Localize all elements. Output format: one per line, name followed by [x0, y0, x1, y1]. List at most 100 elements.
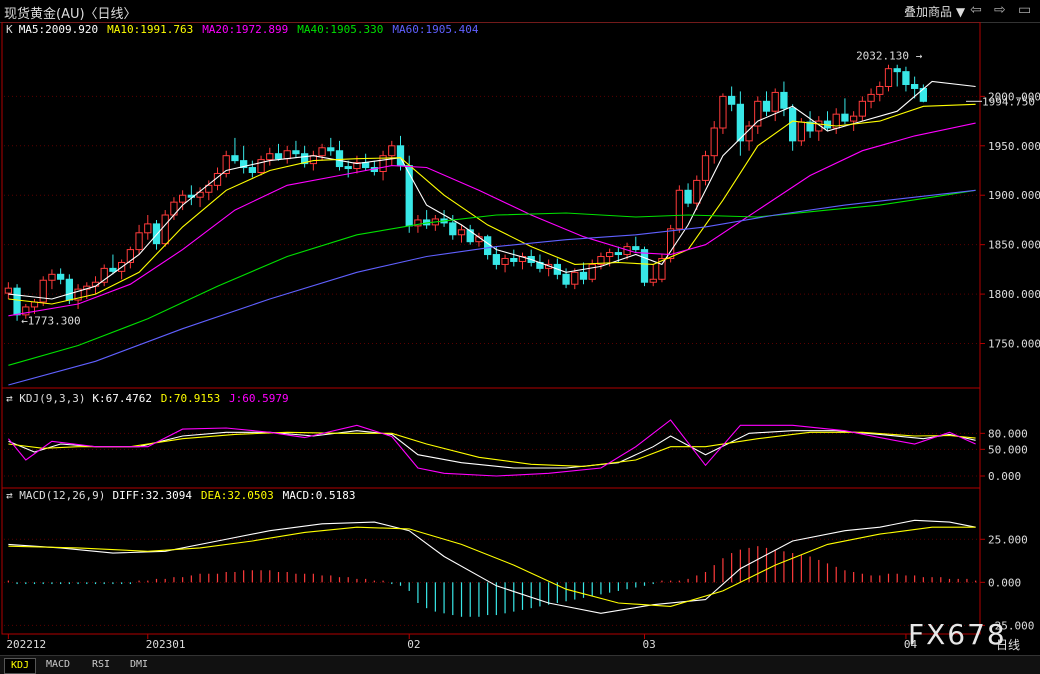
candle-body [466, 229, 474, 243]
arrow-left-icon[interactable]: ⇦ [970, 2, 982, 18]
candle-body [771, 91, 779, 112]
candle-body [492, 254, 500, 265]
candle [762, 91, 771, 117]
candle [893, 64, 901, 87]
candle-body [205, 184, 213, 193]
y-tick-label-0-4: 1950.000 [988, 140, 1040, 153]
candle-body [144, 223, 152, 234]
candle-body [736, 103, 744, 142]
candle [135, 224, 143, 255]
candle [823, 111, 832, 131]
panel-frame-2 [1, 487, 981, 635]
candle-body [344, 166, 352, 170]
candle [231, 137, 239, 164]
candle-body [100, 267, 108, 283]
candle [126, 246, 134, 269]
candle-body [335, 150, 344, 168]
candle [109, 254, 117, 275]
indicator-value-0-2: MA20:1972.899 [202, 23, 288, 36]
candle [911, 76, 919, 99]
candle [327, 137, 335, 156]
candle-body [126, 249, 134, 263]
candle [527, 249, 535, 267]
candle [196, 187, 204, 208]
candle-body [240, 160, 248, 169]
candle [466, 224, 474, 245]
panel-frame-0 [1, 22, 981, 389]
candle-body [4, 287, 12, 294]
candle [649, 264, 657, 287]
candle-body [510, 257, 518, 262]
candle-body [414, 219, 422, 227]
candle-body [884, 68, 893, 87]
candle [13, 284, 21, 321]
candle-body [283, 150, 291, 160]
period-label: 日线 [996, 638, 1021, 652]
candle-body [597, 256, 605, 265]
kdj-k-line [8, 430, 976, 469]
candle-body [457, 229, 466, 236]
candle-body [893, 68, 901, 73]
candle [292, 140, 300, 158]
arrow-right-icon[interactable]: ⇨ [994, 2, 1006, 18]
x-tick-label-2: 02 [407, 638, 420, 651]
candle [710, 121, 718, 164]
candle [510, 249, 518, 267]
overlay-commodity-button[interactable]: 叠加商品 ▼ [904, 5, 966, 19]
indicator-value-1-0: K:67.4762 [92, 392, 152, 405]
candle-body [74, 288, 82, 301]
indicator-value-2-0: DIFF:32.3094 [113, 489, 193, 502]
candle-body [65, 278, 73, 301]
candle [4, 282, 12, 300]
candle [379, 150, 387, 181]
y-tick-label-0-0: 1750.000 [988, 338, 1040, 351]
candle-body [710, 127, 718, 157]
window-icon[interactable]: ▭ [1018, 2, 1032, 18]
candle [100, 264, 108, 287]
tab-rsi[interactable]: RSI [92, 659, 111, 670]
candle [431, 215, 439, 231]
candle [789, 104, 797, 151]
candle-body [632, 246, 640, 251]
indicator-prefix-2: ⇄ MACD(12,26,9) [6, 489, 105, 502]
y-tick-label-2-0: 25.000 [988, 533, 1028, 546]
candle-body [579, 271, 588, 280]
ma20-line [8, 122, 976, 317]
candle-body [649, 278, 657, 283]
candle-body [658, 257, 666, 280]
indicator-value-1-2: J:60.5979 [229, 392, 289, 405]
candle-body [806, 121, 814, 132]
candle-body [501, 257, 509, 265]
candle-body [196, 191, 204, 198]
candle-body [301, 153, 309, 165]
tab-macd[interactable]: MACD [46, 659, 71, 670]
candle-body [588, 263, 596, 280]
candle-body [39, 279, 47, 303]
candle [614, 246, 622, 263]
candle-body [684, 189, 692, 204]
candle-body [152, 223, 161, 245]
y-tick-label-2-1: 0.000 [988, 576, 1021, 589]
indicator-value-0-0: MA5:2009.920 [19, 23, 98, 36]
candle-body [161, 214, 169, 245]
candle-body [109, 267, 117, 272]
chart-title: 现货黄金(AU)〈日线〉 [4, 7, 137, 22]
candle-body [318, 147, 326, 157]
tab-kdj[interactable]: KDJ [4, 658, 37, 674]
x-tick-label-1: 202301 [146, 638, 186, 651]
candle-body [353, 162, 361, 170]
candle-body [675, 189, 683, 230]
candle [240, 145, 248, 174]
y-tick-label-1-1: 50.000 [988, 443, 1028, 456]
candle [266, 147, 274, 166]
candle [501, 254, 509, 273]
candle [693, 175, 701, 211]
candle [248, 160, 256, 178]
candle-body [841, 113, 849, 122]
candle-body [728, 95, 736, 105]
candle [588, 259, 596, 283]
ma40-line [8, 189, 976, 366]
candle [806, 111, 814, 138]
tab-dmi[interactable]: DMI [130, 659, 149, 670]
candle [170, 197, 178, 220]
